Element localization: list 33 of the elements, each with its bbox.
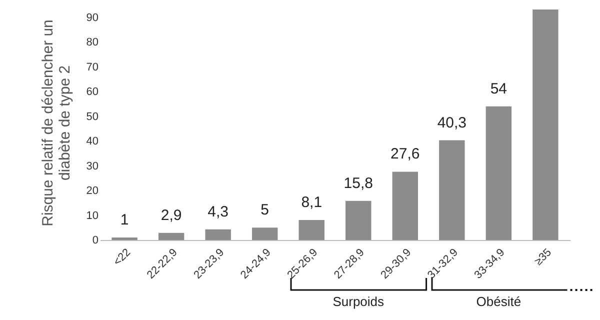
bar: [298, 220, 324, 240]
text: Surpoids: [332, 294, 384, 309]
data-label: 40,3: [437, 114, 467, 132]
y-tick-label: 20: [86, 185, 98, 198]
data-label: 15,8: [344, 174, 373, 192]
y-axis-title: Risque relatif de déclencher un diabète de type 2: [39, 20, 74, 226]
bar: [532, 9, 558, 240]
data-label: 54: [490, 80, 508, 98]
bar: [439, 140, 465, 240]
y-tick-label: 80: [86, 36, 98, 49]
y-tick-label: 50: [86, 110, 98, 123]
bar: [486, 106, 512, 240]
data-label: 1: [120, 212, 129, 229]
y-tick-label: 0: [92, 234, 98, 246]
bar: [392, 172, 418, 240]
data-label: 8,1: [301, 194, 322, 211]
text: Obésité: [476, 294, 522, 309]
y-tick-label: 10: [86, 210, 98, 222]
y-tick-label: 30: [86, 160, 98, 172]
y-tick-label: 70: [86, 61, 98, 74]
data-label: 2,9: [160, 206, 182, 224]
bar: [205, 229, 231, 240]
y-tick-label: 90: [86, 12, 98, 24]
bar: [346, 200, 372, 240]
x-tick-label: ≥35: [532, 246, 554, 268]
data-label: 4,3: [208, 203, 229, 220]
data-label: 27,6: [390, 146, 420, 163]
bar: [252, 228, 278, 240]
data-label: 5: [260, 202, 270, 219]
bar: [158, 232, 184, 240]
y-tick-label: 60: [86, 86, 98, 98]
x-tick-label: <22: [111, 246, 134, 268]
y-tick-label: 40: [86, 136, 98, 148]
